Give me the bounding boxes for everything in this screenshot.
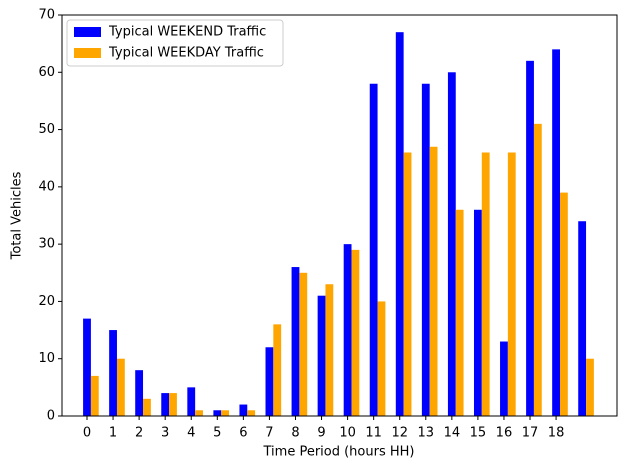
legend: Typical WEEKEND Traffic Typical WEEKDAY T… xyxy=(66,19,284,67)
x-tick-label: 3 xyxy=(161,426,169,441)
x-tick-label: 16 xyxy=(496,426,513,441)
y-tick-label: 0 xyxy=(47,409,55,424)
x-tick-label: 15 xyxy=(470,426,487,441)
y-tick-label: 10 xyxy=(38,351,55,366)
bar xyxy=(221,410,230,416)
bar xyxy=(143,398,151,416)
x-tick-label: 5 xyxy=(213,426,221,441)
y-tick-label: 20 xyxy=(38,294,55,309)
x-tick-label: 10 xyxy=(339,426,356,441)
x-tick-label: 18 xyxy=(548,426,565,441)
bar xyxy=(90,375,99,416)
x-tick-label: 1 xyxy=(109,426,117,441)
bar xyxy=(395,32,404,416)
y-tick-label: 30 xyxy=(38,237,55,252)
legend-label: Typical WEEKDAY Traffic xyxy=(108,46,264,61)
bar xyxy=(273,324,282,416)
bar xyxy=(116,358,125,416)
bar xyxy=(447,72,456,417)
x-tick-label: 6 xyxy=(239,426,247,441)
bar xyxy=(421,83,430,416)
bar xyxy=(351,249,360,416)
bar xyxy=(213,410,222,416)
bar xyxy=(291,267,300,416)
x-tick-label: 9 xyxy=(317,426,325,441)
y-tick-label: 70 xyxy=(38,8,55,23)
x-tick-label: 14 xyxy=(444,426,461,441)
bar xyxy=(578,221,587,416)
bar xyxy=(195,410,203,416)
x-tick-label: 17 xyxy=(522,426,539,441)
bar xyxy=(109,330,117,416)
bar xyxy=(473,209,482,416)
legend-swatch xyxy=(74,27,101,37)
bar xyxy=(239,404,248,416)
legend-box xyxy=(66,19,284,67)
bar xyxy=(247,410,256,416)
plot-frame xyxy=(61,14,618,417)
bar xyxy=(169,393,177,416)
x-tick-label: 11 xyxy=(365,426,382,441)
x-tick-label: 4 xyxy=(187,426,195,441)
bar xyxy=(455,209,464,416)
x-tick-label: 7 xyxy=(265,426,273,441)
x-tick-label: 0 xyxy=(83,426,91,441)
bar xyxy=(429,146,438,416)
bar xyxy=(187,387,196,416)
legend-swatch xyxy=(74,48,101,58)
bar xyxy=(265,347,274,416)
x-tick-label: 13 xyxy=(418,426,435,441)
bar xyxy=(586,358,594,416)
bar xyxy=(533,123,542,416)
y-axis-label: Total Vehicles xyxy=(10,171,25,260)
bar xyxy=(161,393,170,416)
bar xyxy=(552,49,560,416)
y-tick-label: 50 xyxy=(38,122,55,137)
legend-label: Typical WEEKEND Traffic xyxy=(108,25,266,40)
bar xyxy=(325,284,334,416)
bar xyxy=(83,318,91,416)
bar xyxy=(343,244,352,416)
bar xyxy=(369,83,378,416)
bar xyxy=(507,152,516,416)
bar xyxy=(526,60,534,416)
x-axis-label: Time Period (hours HH) xyxy=(263,445,415,460)
bar xyxy=(299,272,308,416)
y-tick-label: 60 xyxy=(38,65,55,80)
bar xyxy=(403,152,412,416)
y-tick-label: 40 xyxy=(38,179,55,194)
bar xyxy=(377,301,386,416)
bar xyxy=(135,370,144,416)
bar xyxy=(559,192,568,416)
bar xyxy=(500,341,508,416)
x-tick-label: 12 xyxy=(391,426,408,441)
bar xyxy=(481,152,490,416)
x-tick-label: 8 xyxy=(291,426,299,441)
x-tick-label: 2 xyxy=(135,426,143,441)
bar xyxy=(317,295,326,416)
